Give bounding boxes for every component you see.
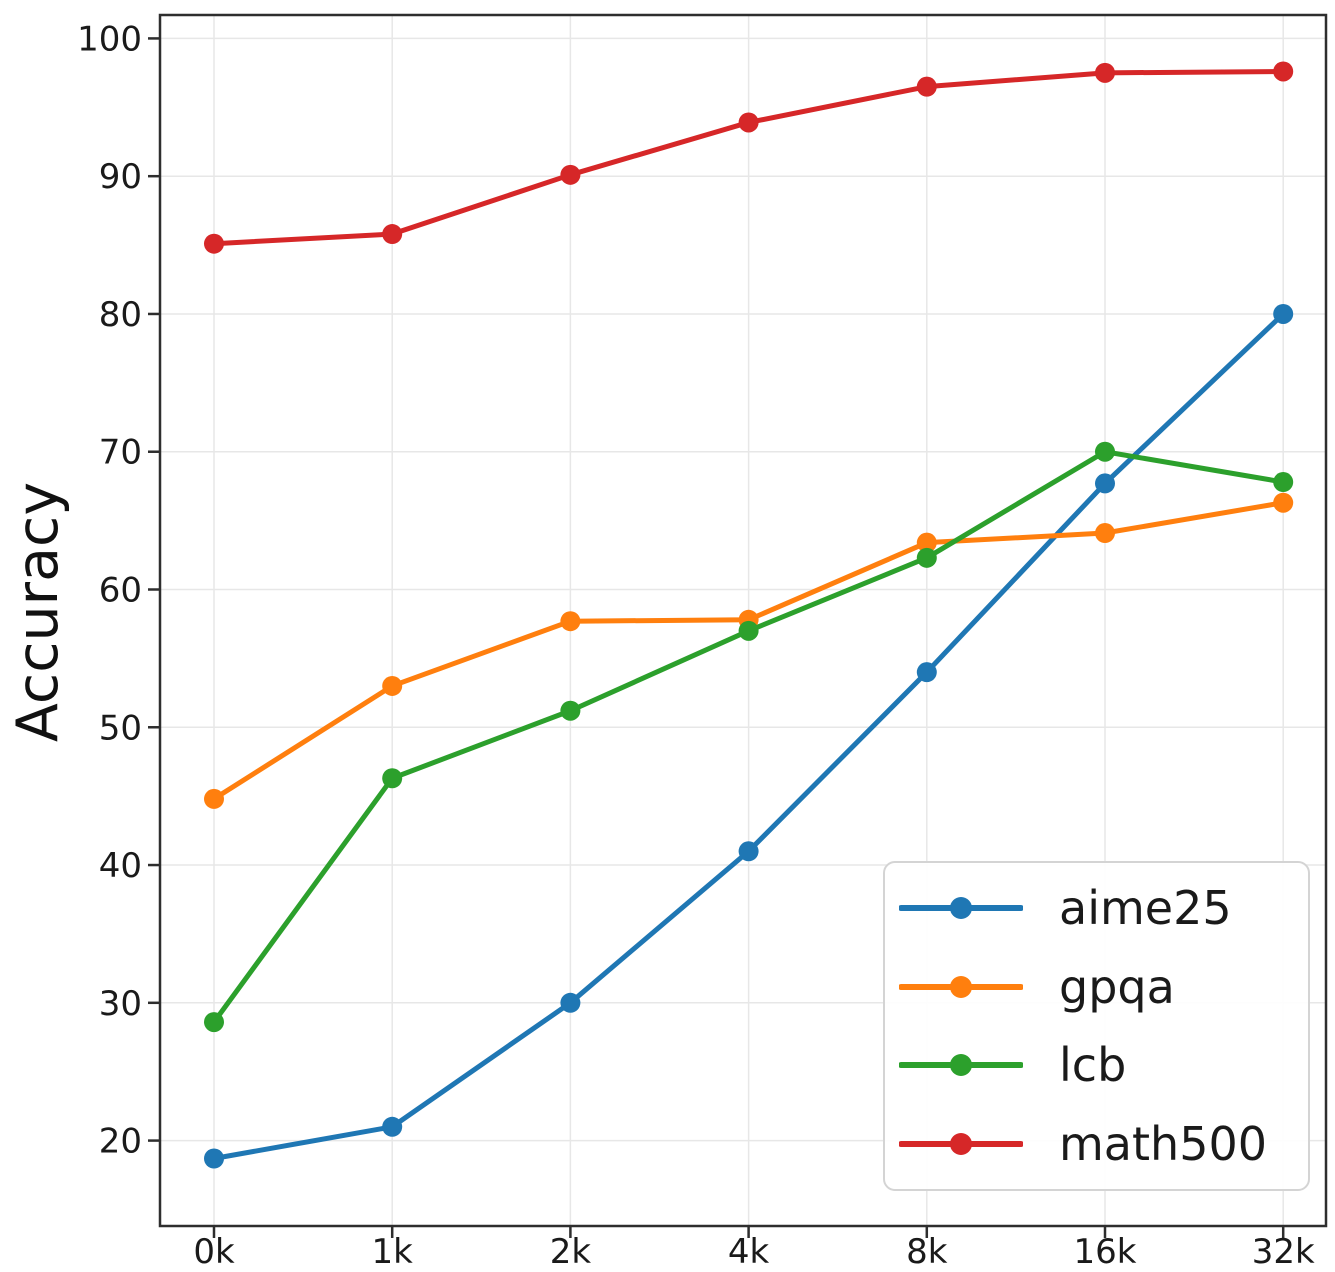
data-point-math500-0k [204,233,224,254]
data-point-lcb-16k [1095,441,1115,462]
data-point-aime25-8k [916,662,937,683]
legend-label-gpqa: gpqa [1059,959,1175,1014]
legend-marker-icon-math500 [899,1132,1023,1155]
data-point-math500-32k [1273,61,1294,82]
data-point-lcb-32k [1273,472,1294,493]
x-tick-label: 16k [1074,1232,1137,1272]
data-point-gpqa-0k [204,788,224,809]
data-point-gpqa-32k [1273,492,1294,513]
legend-marker-icon-aime25 [899,897,1023,920]
legend-label-math500: math500 [1059,1116,1267,1171]
data-point-math500-1k [382,224,403,245]
legend-sample-dot [950,897,972,920]
data-point-lcb-4k [738,620,759,641]
y-tick-label: 80 [99,295,142,335]
data-point-lcb-0k [204,1012,224,1033]
axes-box [158,13,1328,1228]
x-tick-label: 8k [906,1232,948,1272]
data-point-aime25-16k [1095,473,1115,494]
x-tick-label: 32k [1252,1232,1315,1272]
y-tick-label: 50 [99,708,142,748]
data-point-lcb-1k [382,768,403,789]
x-tick-label: 4k [728,1232,770,1272]
y-tick-label: 30 [99,984,142,1024]
x-tick-label: 1k [372,1232,414,1272]
legend-label-aime25: aime25 [1059,881,1232,936]
x-tick-label: 0k [193,1232,235,1272]
y-tick-label: 20 [99,1122,142,1162]
legend-marker-icon-lcb [899,1054,1023,1077]
legend-item-math500: math500 [885,1121,1308,1167]
y-tick-label: 90 [99,157,142,197]
y-tick-label: 70 [99,433,142,473]
legend-sample-dot [950,1132,972,1155]
data-point-gpqa-2k [560,611,581,632]
data-point-aime25-0k [204,1148,224,1169]
data-point-gpqa-8k [916,532,937,553]
data-point-math500-8k [916,76,937,97]
legend: aime25 gpqa lcb math500 [883,861,1310,1191]
y-tick-label: 40 [99,846,142,886]
data-point-math500-4k [738,112,759,133]
y-tick-label: 100 [77,19,142,59]
y-axis-title: Accuracy [5,481,71,743]
data-point-math500-2k [560,164,581,185]
data-point-gpqa-1k [382,675,403,696]
legend-item-gpqa: gpqa [885,964,1308,1010]
legend-sample-dot [950,1054,972,1077]
data-point-gpqa-16k [1095,523,1115,544]
legend-sample-dot [950,975,972,998]
legend-label-lcb: lcb [1059,1038,1127,1093]
legend-item-lcb: lcb [885,1042,1308,1088]
x-tick-label: 2k [550,1232,592,1272]
data-point-aime25-1k [382,1116,403,1137]
data-point-math500-16k [1095,62,1115,83]
y-tick-label: 60 [99,571,142,611]
data-point-aime25-4k [738,841,759,862]
legend-marker-icon-gpqa [899,975,1023,998]
data-point-aime25-2k [560,992,581,1013]
data-point-aime25-32k [1273,303,1294,324]
data-point-lcb-8k [916,547,937,568]
legend-item-aime25: aime25 [885,885,1308,931]
data-point-lcb-2k [560,700,581,721]
